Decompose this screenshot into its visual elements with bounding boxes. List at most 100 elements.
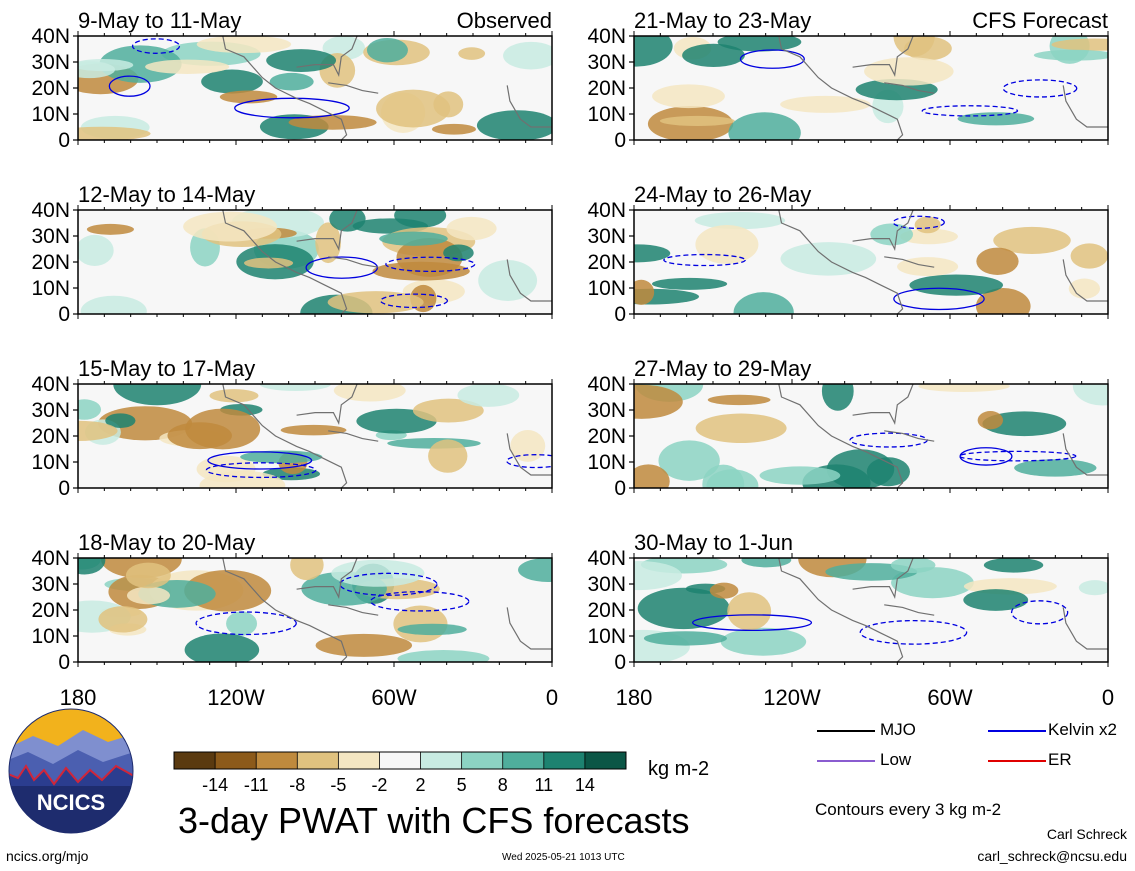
anomaly-shading — [890, 558, 936, 573]
anomaly-shading — [651, 277, 728, 290]
coastline — [296, 384, 358, 425]
coastline — [884, 430, 935, 442]
anomaly-shading — [682, 43, 745, 67]
coastline — [222, 210, 348, 314]
coastline — [506, 433, 552, 476]
map-panel: 40N 30N 20N 10N 0 12-May to 14-May — [31, 182, 553, 326]
coastline — [884, 82, 935, 94]
anomaly-shading — [196, 36, 292, 54]
colorbar-level-label: -14 — [202, 775, 228, 795]
coastline — [852, 558, 914, 599]
kelvin-contour — [370, 591, 470, 612]
x-tick-label: 180 — [60, 685, 97, 710]
anomaly-shading — [963, 589, 1029, 611]
anomaly-shading — [918, 384, 1010, 392]
colorbar-swatch — [379, 752, 422, 769]
anomaly-shading — [634, 561, 682, 591]
anomaly-shading — [707, 394, 771, 406]
kelvin-contour — [380, 293, 449, 309]
y-tick-label: 10N — [587, 625, 626, 648]
y-tick-label: 10N — [587, 103, 626, 126]
colorbar-swatch — [338, 752, 380, 769]
anomaly-shading — [637, 587, 730, 630]
anomaly-shading — [510, 430, 546, 462]
coastline — [778, 384, 904, 488]
anomaly-shading — [634, 464, 670, 488]
kelvin-contour — [892, 215, 945, 230]
anomaly-shading — [957, 112, 1035, 126]
colorbar-level-label: 8 — [498, 775, 508, 795]
kelvin-contour — [663, 253, 746, 267]
author-email: carl_schreck@ncsu.edu — [977, 848, 1127, 864]
anomaly-shading — [659, 115, 735, 126]
kelvin-contour — [959, 447, 1013, 466]
anomaly-shading — [226, 611, 258, 636]
anomaly-shading — [412, 398, 484, 423]
anomaly-shading — [244, 257, 294, 269]
site-url: ncics.org/mjo — [6, 848, 89, 864]
anomaly-shading — [634, 384, 683, 419]
anomaly-shading — [431, 123, 477, 135]
anomaly-shading — [240, 450, 323, 464]
kelvin-contour — [921, 105, 1019, 117]
anomaly-shading — [1072, 384, 1108, 406]
x-tick-label: 120W — [763, 685, 821, 710]
anomaly-shading — [503, 41, 552, 70]
kelvin-contour — [108, 75, 151, 97]
kelvin-contour — [385, 256, 476, 273]
anomaly-shading — [366, 37, 408, 63]
anomaly-shading — [288, 115, 377, 130]
x-tick-label: 120W — [207, 685, 265, 710]
map-panel: 40N 30N 20N 10N 0 21-May to 23-May CFS Forecas… — [587, 8, 1109, 152]
anomaly-shading — [397, 623, 467, 636]
anomaly-shading — [315, 222, 341, 264]
colorbar-swatch — [174, 752, 216, 769]
coastline — [328, 430, 379, 442]
colorbar-level-label: 2 — [416, 775, 426, 795]
coastline — [1062, 259, 1108, 302]
anomaly-shading — [728, 112, 801, 140]
coastline — [852, 384, 914, 425]
coastline — [1062, 607, 1108, 650]
anomaly-shading — [634, 244, 671, 263]
anomaly-shading — [458, 47, 486, 60]
y-tick-label: 30N — [587, 225, 626, 248]
anomaly-shading — [290, 558, 324, 581]
y-tick-label: 10N — [31, 451, 70, 474]
y-tick-label: 0 — [614, 303, 626, 326]
coastline — [852, 210, 914, 251]
legend-line-er — [988, 760, 1046, 762]
y-tick-label: 20N — [31, 599, 70, 622]
anomaly-shading — [280, 424, 347, 436]
y-tick-label: 30N — [31, 573, 70, 596]
contour-note: Contours every 3 kg m-2 — [815, 800, 1002, 819]
anomaly-shading — [733, 292, 794, 314]
anomaly-shading — [695, 225, 759, 264]
anomaly-shading — [125, 562, 171, 589]
legend-label-er: ER — [1048, 750, 1072, 769]
y-tick-label: 0 — [614, 129, 626, 152]
y-tick-label: 40N — [587, 199, 626, 222]
anomaly-shading — [329, 210, 366, 232]
anomaly-shading — [914, 216, 941, 234]
anomaly-shading — [183, 211, 278, 242]
coastline — [778, 558, 904, 662]
panel-date-label: 18-May to 20-May — [78, 530, 255, 555]
y-tick-label: 40N — [31, 373, 70, 396]
anomaly-shading — [695, 413, 787, 443]
x-tick-label: 60W — [927, 685, 972, 710]
timestamp: Wed 2025-05-21 1013 UTC — [502, 852, 625, 863]
anomaly-shading — [78, 234, 114, 266]
anomaly-shading — [428, 439, 468, 473]
colorbar-swatch — [420, 752, 463, 769]
y-tick-label: 20N — [31, 251, 70, 274]
y-tick-label: 10N — [31, 277, 70, 300]
anomaly-shading — [266, 49, 337, 72]
colorbar-units: kg m-2 — [648, 758, 710, 780]
anomaly-shading — [315, 633, 413, 657]
y-tick-label: 30N — [31, 399, 70, 422]
legend-label-low: Low — [880, 750, 912, 769]
anomaly-shading — [821, 384, 854, 411]
anomaly-shading — [259, 384, 331, 391]
anomaly-shading — [99, 45, 182, 83]
